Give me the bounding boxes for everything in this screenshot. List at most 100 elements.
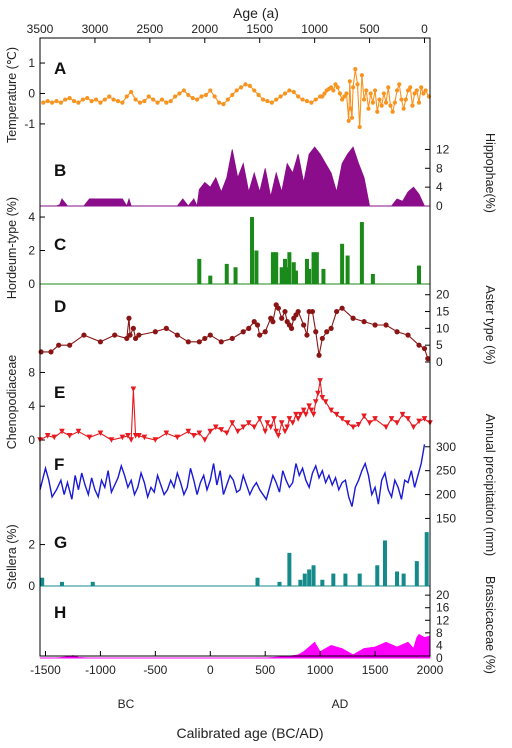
- data-point: [190, 95, 195, 101]
- data-point: [202, 335, 208, 342]
- data-point: [317, 378, 323, 384]
- bottom-tick-label: 1500: [362, 663, 389, 677]
- data-point: [372, 88, 378, 93]
- y-axis-title: Aster type (%): [483, 285, 497, 364]
- data-point: [355, 82, 360, 87]
- data-point: [186, 92, 191, 98]
- y-tick-label: 4: [28, 399, 35, 413]
- y-tick-label: 4: [28, 210, 35, 224]
- data-point: [132, 335, 139, 342]
- data-point: [247, 83, 252, 88]
- bar: [233, 267, 238, 284]
- data-point: [383, 100, 389, 105]
- panel-a: A 1 0 -1 Temperature (℃): [5, 47, 432, 143]
- data-point: [347, 79, 352, 84]
- data-point: [212, 94, 217, 99]
- y-axis-title: Brassicaceae (%): [483, 576, 497, 674]
- data-point: [342, 94, 347, 99]
- data-point: [63, 97, 68, 102]
- bar: [321, 268, 326, 284]
- y-tick-label: 2: [28, 244, 35, 258]
- bar: [270, 252, 275, 284]
- data-point: [155, 100, 160, 105]
- data-point: [377, 97, 382, 102]
- top-tick-label: 1500: [246, 22, 273, 36]
- bar: [424, 532, 429, 586]
- data-point: [85, 95, 90, 101]
- data-point: [309, 100, 314, 105]
- data-point: [331, 88, 336, 93]
- data-point: [127, 332, 133, 338]
- data-point: [287, 88, 292, 93]
- data-point: [340, 97, 345, 102]
- data-point: [141, 434, 148, 441]
- data-point: [254, 322, 261, 328]
- data-point: [174, 434, 181, 441]
- top-tick-label: 1000: [301, 22, 328, 36]
- data-point: [339, 305, 345, 311]
- data-point: [416, 342, 422, 348]
- data-point: [41, 100, 46, 105]
- panel-b: B 0 4 8 12 Hippophae(%): [40, 133, 497, 213]
- panel-f: F 150 200 250 300 Annual precipitation (mm): [39, 414, 497, 556]
- bottom-tick-label: -500: [143, 663, 167, 677]
- data-point: [301, 322, 307, 328]
- bar: [208, 275, 213, 284]
- data-point: [137, 100, 143, 105]
- data-point: [399, 411, 406, 418]
- data-point: [414, 88, 419, 93]
- bar: [59, 581, 64, 586]
- data-point: [304, 98, 310, 104]
- data-point: [260, 97, 266, 102]
- data-point: [196, 430, 203, 437]
- data-point: [119, 434, 126, 441]
- era-label-ad: AD: [332, 697, 349, 711]
- y-tick-label: 4: [436, 638, 443, 652]
- panel-d: D 0 5 10 15 20 Aster type (%): [38, 285, 497, 369]
- data-point: [185, 339, 191, 345]
- data-point: [275, 432, 282, 439]
- data-point: [218, 339, 224, 345]
- data-point: [264, 420, 271, 426]
- data-point: [416, 418, 422, 425]
- bar: [250, 217, 255, 284]
- data-point: [252, 88, 257, 93]
- data-point: [136, 432, 142, 439]
- data-point: [397, 82, 402, 87]
- data-point: [348, 106, 354, 111]
- bar: [279, 267, 284, 284]
- data-point: [386, 85, 391, 90]
- bar: [197, 258, 202, 284]
- bar: [90, 581, 95, 586]
- data-point: [262, 428, 269, 435]
- data-point: [163, 430, 170, 437]
- y-axis-title: Stellera (%): [5, 524, 19, 589]
- data-point: [324, 329, 330, 335]
- data-point: [133, 97, 138, 102]
- bar: [255, 577, 260, 586]
- data-point: [136, 332, 142, 338]
- data-point: [142, 98, 147, 104]
- bar: [304, 258, 309, 284]
- data-point: [243, 82, 248, 87]
- data-point: [124, 335, 130, 342]
- data-point: [421, 345, 428, 352]
- data-point: [168, 98, 173, 104]
- data-point: [334, 308, 340, 315]
- data-point: [51, 434, 58, 441]
- panel-c: C 0 2 4 Hordeum-type (%): [5, 197, 430, 299]
- data-point: [245, 420, 252, 426]
- data-point: [425, 356, 431, 362]
- data-point: [308, 407, 315, 414]
- data-point: [350, 315, 356, 321]
- data-point: [328, 325, 334, 331]
- data-point: [75, 428, 82, 435]
- data-point: [230, 92, 235, 98]
- bar: [417, 265, 422, 284]
- top-tick-label: 0: [421, 22, 428, 36]
- data-point: [45, 98, 50, 104]
- panel-letter: E: [54, 383, 65, 402]
- data-point: [107, 94, 112, 99]
- data-point: [129, 89, 134, 95]
